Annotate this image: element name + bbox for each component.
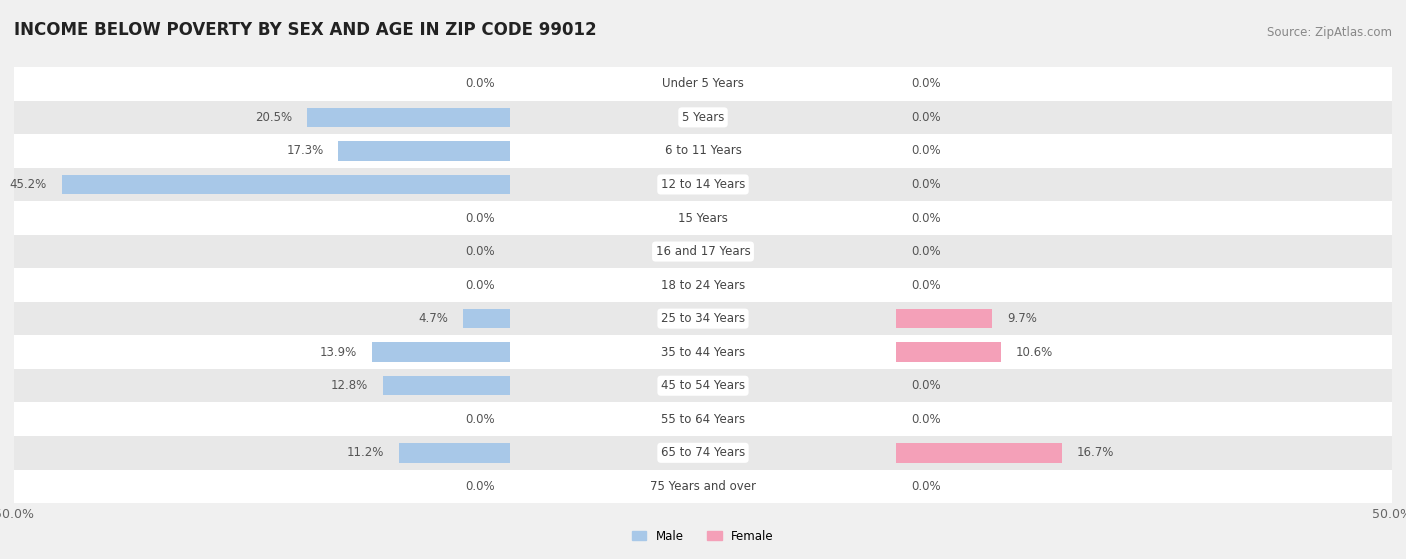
Bar [14,201,510,235]
Bar [510,268,896,302]
Bar [896,309,993,328]
Text: 16 and 17 Years: 16 and 17 Years [655,245,751,258]
Bar [896,436,1392,470]
Text: INCOME BELOW POVERTY BY SEX AND AGE IN ZIP CODE 99012: INCOME BELOW POVERTY BY SEX AND AGE IN Z… [14,21,596,39]
Text: 5 Years: 5 Years [682,111,724,124]
Bar [14,101,510,134]
Bar [510,134,896,168]
Text: 10.6%: 10.6% [1017,345,1053,359]
Bar [510,335,896,369]
Bar [896,101,1392,134]
Bar [510,67,896,101]
Bar [14,470,510,503]
Bar [896,402,1392,436]
Text: 6 to 11 Years: 6 to 11 Years [665,144,741,158]
Text: 0.0%: 0.0% [911,480,941,493]
Bar [382,376,510,395]
Text: 20.5%: 20.5% [254,111,292,124]
Bar [14,268,510,302]
Text: 0.0%: 0.0% [465,245,495,258]
Text: 0.0%: 0.0% [465,480,495,493]
Bar [14,402,510,436]
Bar [399,443,510,462]
Bar [510,436,896,470]
Bar [510,402,896,436]
Text: 0.0%: 0.0% [911,77,941,91]
Bar [307,108,510,127]
Bar [510,201,896,235]
Bar [510,235,896,268]
Text: 9.7%: 9.7% [1007,312,1036,325]
Text: 25 to 34 Years: 25 to 34 Years [661,312,745,325]
Text: 0.0%: 0.0% [465,413,495,426]
Bar [896,343,1001,362]
Bar [510,369,896,402]
Text: 16.7%: 16.7% [1077,446,1114,459]
Text: 0.0%: 0.0% [911,278,941,292]
Bar [14,436,510,470]
Text: 0.0%: 0.0% [911,178,941,191]
Legend: Male, Female: Male, Female [627,525,779,547]
Bar [510,302,896,335]
Text: 45 to 54 Years: 45 to 54 Years [661,379,745,392]
Bar [896,369,1392,402]
Text: 13.9%: 13.9% [321,345,357,359]
Text: 12 to 14 Years: 12 to 14 Years [661,178,745,191]
Bar [896,470,1392,503]
Text: 0.0%: 0.0% [911,144,941,158]
Text: 11.2%: 11.2% [347,446,384,459]
Bar [62,175,510,194]
Text: 18 to 24 Years: 18 to 24 Years [661,278,745,292]
Bar [14,67,510,101]
Text: 35 to 44 Years: 35 to 44 Years [661,345,745,359]
Bar [896,235,1392,268]
Bar [373,343,510,362]
Text: Source: ZipAtlas.com: Source: ZipAtlas.com [1267,26,1392,39]
Text: 0.0%: 0.0% [911,111,941,124]
Bar [896,268,1392,302]
Bar [510,470,896,503]
Bar [14,369,510,402]
Text: 0.0%: 0.0% [911,379,941,392]
Bar [14,302,510,335]
Bar [14,235,510,268]
Text: 0.0%: 0.0% [911,413,941,426]
Text: 4.7%: 4.7% [419,312,449,325]
Bar [464,309,510,328]
Bar [896,443,1062,462]
Bar [14,335,510,369]
Bar [510,101,896,134]
Text: 0.0%: 0.0% [911,245,941,258]
Bar [14,134,510,168]
Text: 0.0%: 0.0% [911,211,941,225]
Bar [896,134,1392,168]
Text: 15 Years: 15 Years [678,211,728,225]
Text: 0.0%: 0.0% [465,77,495,91]
Text: 17.3%: 17.3% [287,144,323,158]
Bar [339,141,510,160]
Text: 75 Years and over: 75 Years and over [650,480,756,493]
Text: Under 5 Years: Under 5 Years [662,77,744,91]
Bar [896,201,1392,235]
Bar [896,67,1392,101]
Text: 0.0%: 0.0% [465,211,495,225]
Bar [896,302,1392,335]
Bar [510,168,896,201]
Text: 0.0%: 0.0% [465,278,495,292]
Text: 65 to 74 Years: 65 to 74 Years [661,446,745,459]
Bar [896,335,1392,369]
Text: 45.2%: 45.2% [10,178,46,191]
Bar [14,168,510,201]
Bar [896,168,1392,201]
Text: 12.8%: 12.8% [330,379,368,392]
Text: 55 to 64 Years: 55 to 64 Years [661,413,745,426]
